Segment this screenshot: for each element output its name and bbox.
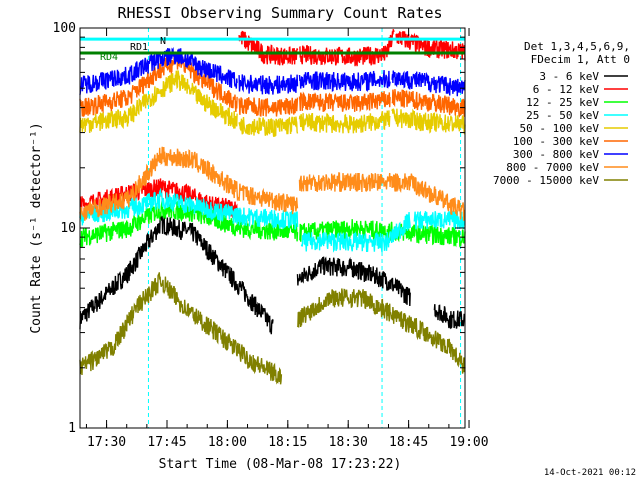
series-line-6-segment-2 bbox=[298, 70, 391, 93]
plot-area: RD1 RD4 N bbox=[79, 28, 466, 428]
legend: Det 1,3,4,5,6,9,FDecim 1, Att 0 3 - 6 keV… bbox=[493, 40, 630, 187]
flag-label: RD1 bbox=[130, 42, 148, 53]
series-line-5-segment-0 bbox=[79, 53, 238, 118]
legend-entry-label: 100 - 300 keV bbox=[513, 135, 599, 148]
series-line-2-segment-0 bbox=[79, 200, 299, 247]
legend-entry-label: 300 - 800 keV bbox=[513, 148, 599, 161]
series-line-4-segment-1 bbox=[238, 116, 299, 137]
series-line-7-segment-0 bbox=[79, 146, 299, 221]
y-tick-label: 10 bbox=[60, 221, 76, 236]
x-tick-label: 18:30 bbox=[329, 435, 368, 450]
series-line-1-segment-3 bbox=[395, 31, 466, 61]
legend-header: Det 1,3,4,5,6,9, bbox=[524, 40, 630, 53]
legend-header: FDecim 1, Att 0 bbox=[531, 53, 630, 66]
legend-entry-label: 6 - 12 keV bbox=[533, 83, 600, 96]
x-tick-label: 18:45 bbox=[389, 435, 428, 450]
series-line-0-segment-2 bbox=[433, 304, 466, 330]
chart-title: RHESSI Observing Summary Count Rates bbox=[117, 4, 442, 22]
x-tick-label: 17:45 bbox=[147, 435, 186, 450]
flag-label: RD4 bbox=[100, 52, 118, 63]
series-line-5-segment-2 bbox=[298, 91, 391, 113]
series-line-6-segment-1 bbox=[238, 74, 299, 95]
series-line-4-segment-3 bbox=[391, 107, 466, 135]
legend-entry-label: 50 - 100 keV bbox=[520, 122, 600, 135]
series-line-0-segment-0 bbox=[79, 215, 274, 335]
series-line-3-segment-1 bbox=[300, 212, 411, 253]
legend-entry-label: 7000 - 15000 keV bbox=[493, 174, 599, 187]
series-line-7-segment-1 bbox=[298, 172, 466, 222]
x-tick-label: 18:00 bbox=[208, 435, 247, 450]
series-line-5-segment-1 bbox=[238, 97, 299, 117]
series-line-8-segment-1 bbox=[296, 288, 466, 374]
series-line-8-segment-0 bbox=[79, 272, 283, 385]
legend-entry-label: 3 - 6 keV bbox=[539, 70, 599, 83]
series-line-5-segment-3 bbox=[391, 89, 466, 118]
legend-entry-label: 12 - 25 keV bbox=[526, 96, 599, 109]
axes: 17:30 17:45 18:00 18:15 18:30 18:45 19:00 1 10 10… bbox=[53, 21, 489, 450]
series-line-0-segment-1 bbox=[296, 256, 411, 307]
footer-date: 14-Oct-2021 00:12 bbox=[544, 468, 636, 478]
y-axis-label: Count Rate (s⁻¹ detector⁻¹) bbox=[29, 122, 44, 333]
series-line-1-segment-1 bbox=[238, 30, 299, 66]
flag-label: N bbox=[160, 36, 166, 47]
series-line-1-segment-2 bbox=[299, 29, 395, 67]
y-tick-label: 1 bbox=[68, 421, 76, 436]
x-tick-label: 17:30 bbox=[87, 435, 126, 450]
series-line-3-segment-0 bbox=[79, 187, 299, 230]
y-tick-label: 100 bbox=[53, 21, 76, 36]
series-line-6-segment-0 bbox=[79, 46, 238, 95]
legend-entry-label: 800 - 7000 keV bbox=[506, 161, 599, 174]
x-tick-label: 18:15 bbox=[268, 435, 307, 450]
series-line-4-segment-0 bbox=[79, 70, 238, 133]
series-line-4-segment-2 bbox=[298, 110, 391, 134]
x-tick-label: 19:00 bbox=[449, 435, 488, 450]
x-axis-label: Start Time (08-Mar-08 17:23:22) bbox=[159, 457, 402, 472]
series-line-6-segment-3 bbox=[391, 70, 466, 97]
legend-entry-label: 25 - 50 keV bbox=[526, 109, 599, 122]
